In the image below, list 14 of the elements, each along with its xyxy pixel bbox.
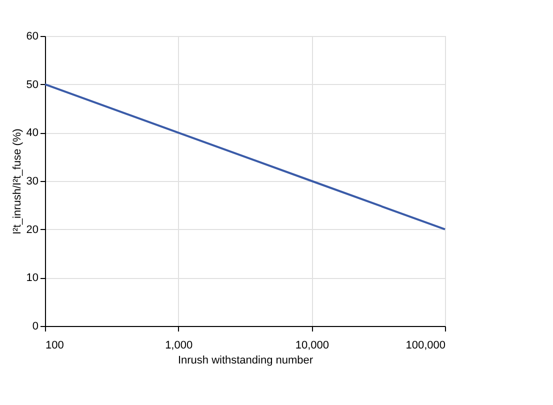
y-tick-label: 30 [26,176,38,188]
x-tick-label: 100 [46,340,64,352]
x-tick-label: 10,000 [295,340,329,352]
y-tick-label: 60 [26,30,38,42]
line-series [44,83,446,230]
x-tick-label: 100,000 [406,340,446,352]
y-tick-label: 50 [26,78,38,91]
y-tick-label: 0 [32,320,38,332]
y-axis-title: I²t_inrush/I²t_fuse (%) [11,128,24,234]
x-axis-title: Inrush withstanding number [178,354,314,366]
y-tick-label: 10 [26,272,38,284]
y-tick-label: 40 [26,127,38,140]
y-tick-label: 20 [26,224,38,236]
x-tick-label: 1,000 [165,340,193,352]
